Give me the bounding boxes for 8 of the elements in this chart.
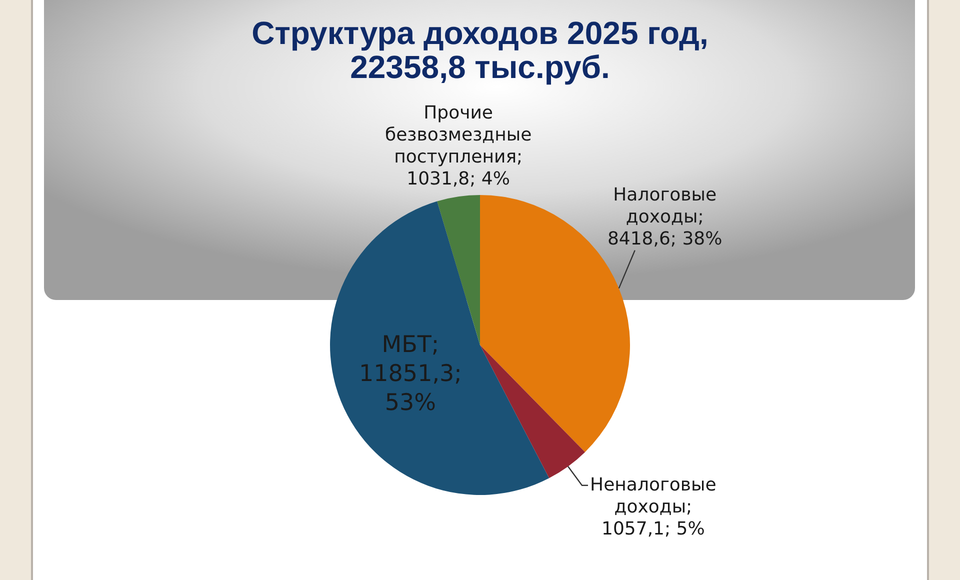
slice-label: МБТ; 11851,3; 53% (359, 332, 462, 416)
pie-slice (330, 201, 550, 495)
pie-slice (480, 345, 586, 478)
slice-label: Неналоговые доходы; 1057,1; 5% (590, 474, 716, 540)
chart-title: Структура доходов 2025 год, 22358,8 тыс.руб. (252, 15, 708, 85)
slice-label: Налоговые доходы; 8418,6; 38% (607, 184, 722, 250)
slice-label: Прочие безвозмездные поступления; 1031,8; 4% (384, 102, 532, 190)
pie-slice (437, 195, 480, 345)
